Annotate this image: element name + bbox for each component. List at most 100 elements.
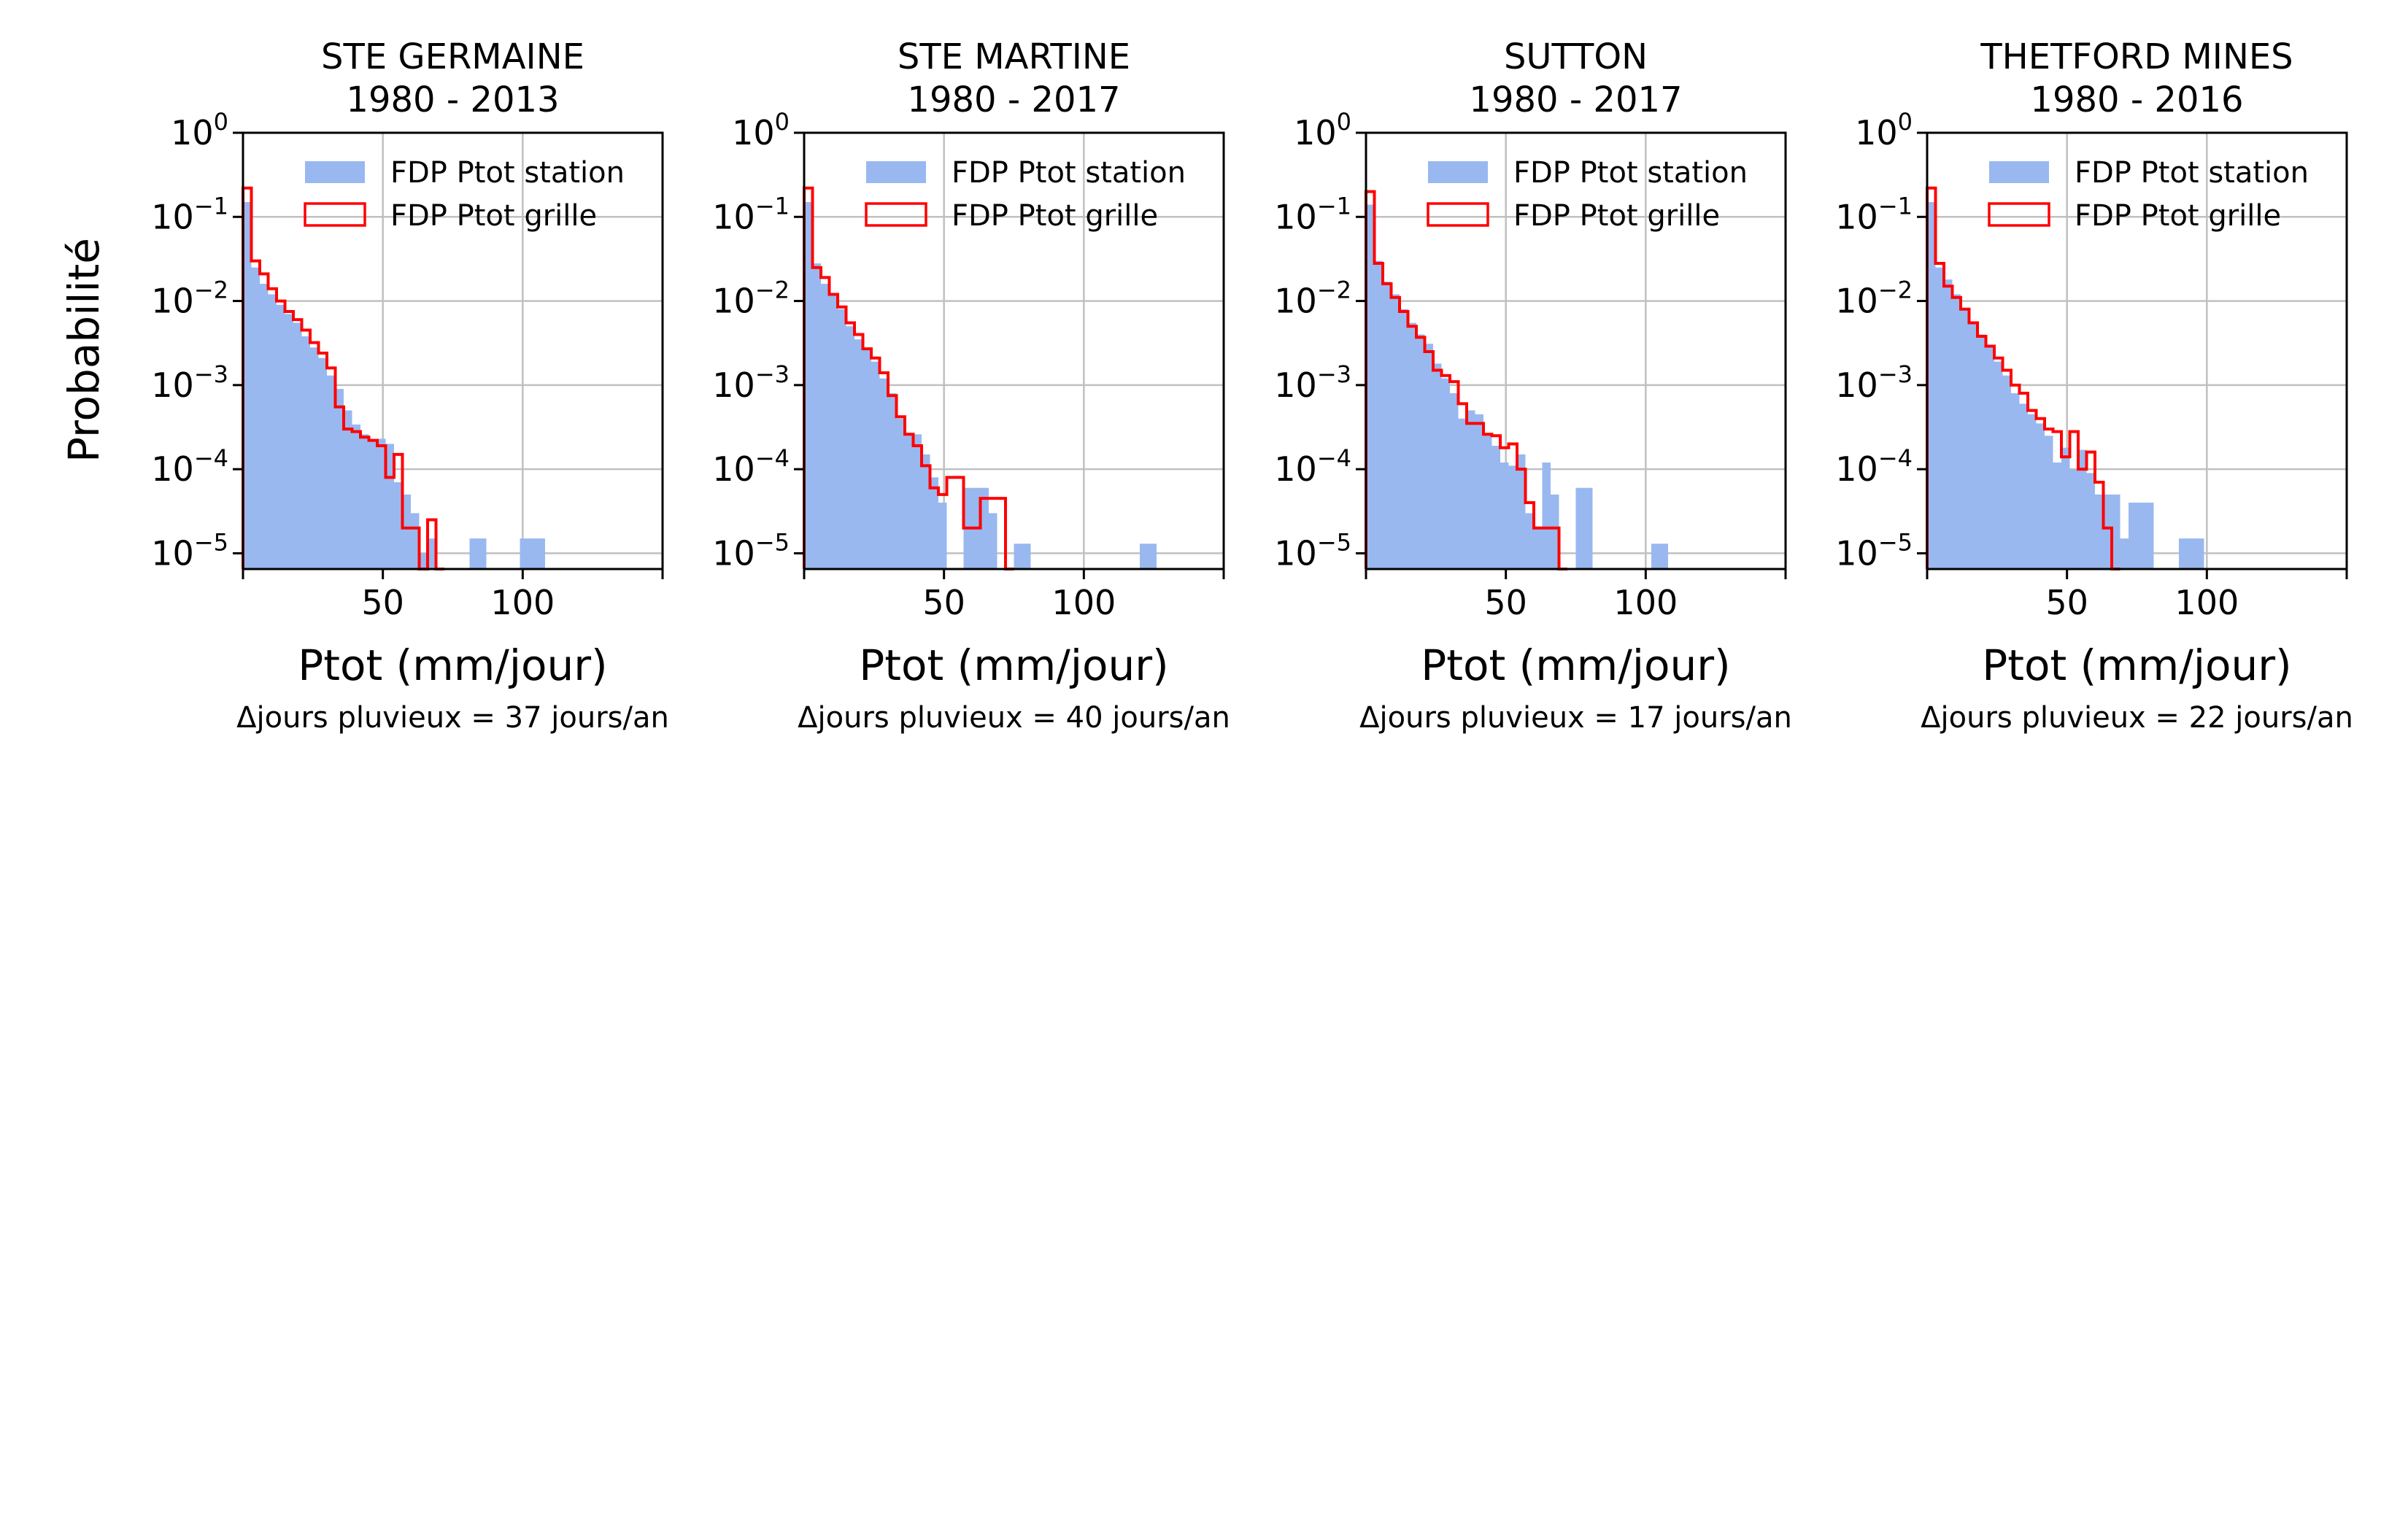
x-tick-label: 100 — [490, 583, 555, 622]
station-bar — [1492, 446, 1500, 569]
station-bar — [896, 418, 905, 569]
rainy-days-note: Δjours pluvieux = 22 jours/an — [1921, 701, 2353, 735]
y-tick-label: 100 — [732, 108, 790, 152]
rainy-days-note: Δjours pluvieux = 40 jours/an — [798, 701, 1230, 735]
panel-title: THETFORD MINES — [1980, 36, 2293, 77]
y-tick-label: 10−3 — [1835, 360, 1913, 405]
station-bar — [2011, 393, 2020, 569]
station-bar — [318, 357, 327, 569]
legend-label-grille: FDP Ptot grille — [1513, 199, 1720, 233]
station-bar — [930, 477, 938, 569]
y-tick-label: 10−1 — [1835, 192, 1913, 236]
station-bar — [2179, 538, 2204, 569]
station-bar — [360, 434, 369, 569]
station-bar — [344, 410, 352, 569]
station-bar — [1383, 282, 1392, 569]
station-bar — [411, 513, 420, 569]
station-bar — [335, 389, 344, 569]
station-bar — [2095, 494, 2112, 569]
station-bar — [402, 494, 411, 569]
station-bar — [1374, 260, 1383, 569]
station-bar — [285, 314, 293, 569]
station-bar — [251, 267, 260, 569]
x-tick-label: 100 — [1051, 583, 1116, 622]
station-bar — [1517, 454, 1526, 569]
station-bar — [1994, 361, 2003, 569]
panel-4: 50 100 100 10−1 10−2 10−3 10−4 10−5 FDP Ptot sta… — [1835, 36, 2353, 735]
station-bar — [2129, 503, 2137, 569]
y-tick-label: 10−5 — [1835, 528, 1913, 573]
x-tick-label: 50 — [2045, 583, 2088, 622]
station-bar — [520, 538, 545, 569]
station-bar — [1927, 201, 1936, 569]
station-bar — [2120, 538, 2129, 569]
panel-subtitle: 1980 - 2013 — [346, 80, 559, 120]
station-bar — [888, 393, 897, 569]
station-bar — [1424, 344, 1433, 569]
y-tick-label: 10−4 — [712, 444, 790, 489]
station-bar — [863, 350, 871, 569]
y-tick-label: 100 — [1855, 108, 1913, 152]
y-tick-label: 10−5 — [151, 528, 228, 573]
station-bar — [352, 424, 360, 569]
panel-title: STE MARTINE — [898, 36, 1130, 77]
y-tick-label: 10−2 — [1835, 276, 1913, 321]
station-bar — [905, 433, 914, 569]
y-tick-label: 10−2 — [712, 276, 790, 321]
legend-swatch-station — [305, 161, 365, 183]
station-bar — [428, 538, 436, 569]
panel-title: STE GERMAINE — [321, 36, 584, 77]
station-bar — [310, 347, 319, 569]
station-bar — [804, 201, 813, 569]
station-bar — [812, 263, 821, 569]
station-bar — [2002, 375, 2011, 569]
station-bar — [2137, 503, 2154, 569]
station-bar — [2112, 494, 2120, 569]
station-bar — [1400, 309, 1408, 569]
station-bar — [1534, 527, 1543, 569]
y-tick-label: 10−1 — [712, 192, 790, 236]
station-bar — [1014, 543, 1031, 569]
y-tick-label: 100 — [171, 108, 228, 152]
legend-swatch-grille — [1988, 202, 2050, 227]
station-bar — [2036, 423, 2045, 569]
station-bar — [938, 503, 947, 569]
station-bar — [1467, 410, 1475, 569]
legend-swatch-station — [1989, 161, 2049, 183]
panel-subtitle: 1980 - 2017 — [1469, 80, 1682, 120]
legend-label-station: FDP Ptot station — [1513, 156, 1748, 190]
station-bar — [2019, 403, 2028, 569]
station-bar — [913, 434, 922, 569]
station-bar — [293, 322, 302, 569]
y-tick-label: 10−4 — [151, 444, 228, 489]
station-bar — [2053, 463, 2061, 569]
station-bar — [838, 309, 846, 569]
station-bar — [2028, 414, 2037, 569]
grille-step-line — [242, 186, 444, 570]
station-bar — [1944, 279, 1953, 569]
rainy-days-note: Δjours pluvieux = 37 jours/an — [236, 701, 669, 735]
x-axis-label: Ptot (mm/jour) — [1982, 641, 2291, 690]
station-bar — [2045, 436, 2053, 569]
y-axis-label: Probabilité — [59, 238, 109, 463]
x-tick-label: 100 — [2174, 583, 2239, 622]
station-bar — [419, 553, 428, 569]
station-bar — [1433, 363, 1442, 569]
station-bar — [1651, 543, 1668, 569]
station-bar — [1391, 294, 1400, 569]
station-bar — [2069, 469, 2078, 569]
station-bar — [922, 454, 930, 569]
x-tick-label: 50 — [922, 583, 965, 622]
legend-label-station: FDP Ptot station — [390, 156, 625, 190]
station-bar — [1450, 393, 1459, 569]
axes-frame — [803, 131, 1225, 570]
station-bar — [368, 440, 377, 569]
station-bar — [1551, 494, 1559, 569]
x-axis-label: Ptot (mm/jour) — [859, 641, 1168, 690]
station-bar — [879, 378, 888, 569]
station-bar — [1483, 434, 1492, 569]
station-bar — [2086, 473, 2095, 569]
station-bar — [1500, 463, 1509, 569]
legend-label-station: FDP Ptot station — [952, 156, 1186, 190]
